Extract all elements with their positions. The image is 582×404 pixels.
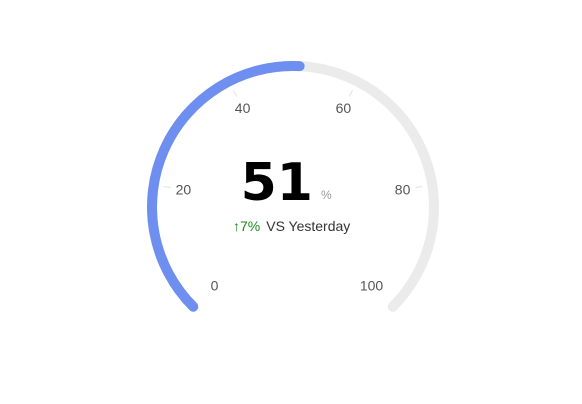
gauge-progress-bar: [147, 61, 305, 312]
gauge-tick-mark: [348, 90, 353, 97]
gauge-tick-label: 20: [176, 182, 192, 198]
increase-arrow-icon: ↑: [233, 218, 240, 234]
gauge-tick-label: 100: [360, 278, 384, 294]
gauge-tick-label: 40: [235, 100, 251, 116]
gauge-ticks: [163, 90, 423, 189]
gauge-tick-labels: 0 20 40 60 80 100: [176, 100, 411, 293]
gauge-value: 51: [241, 153, 313, 213]
gauge-tick-mark: [233, 90, 238, 97]
comparison-line: ↑7% VS Yesterday: [233, 218, 350, 234]
gauge-tick-label: 60: [336, 100, 352, 116]
gauge-tick-label: 80: [395, 182, 411, 198]
comparison-change: 7%: [240, 218, 260, 234]
gauge-tick-mark: [415, 186, 423, 189]
gauge-unit: %: [321, 188, 332, 202]
gauge-tick-label: 0: [211, 278, 219, 294]
comparison-label: VS Yesterday: [266, 218, 350, 234]
gauge-tick-mark: [163, 186, 171, 189]
